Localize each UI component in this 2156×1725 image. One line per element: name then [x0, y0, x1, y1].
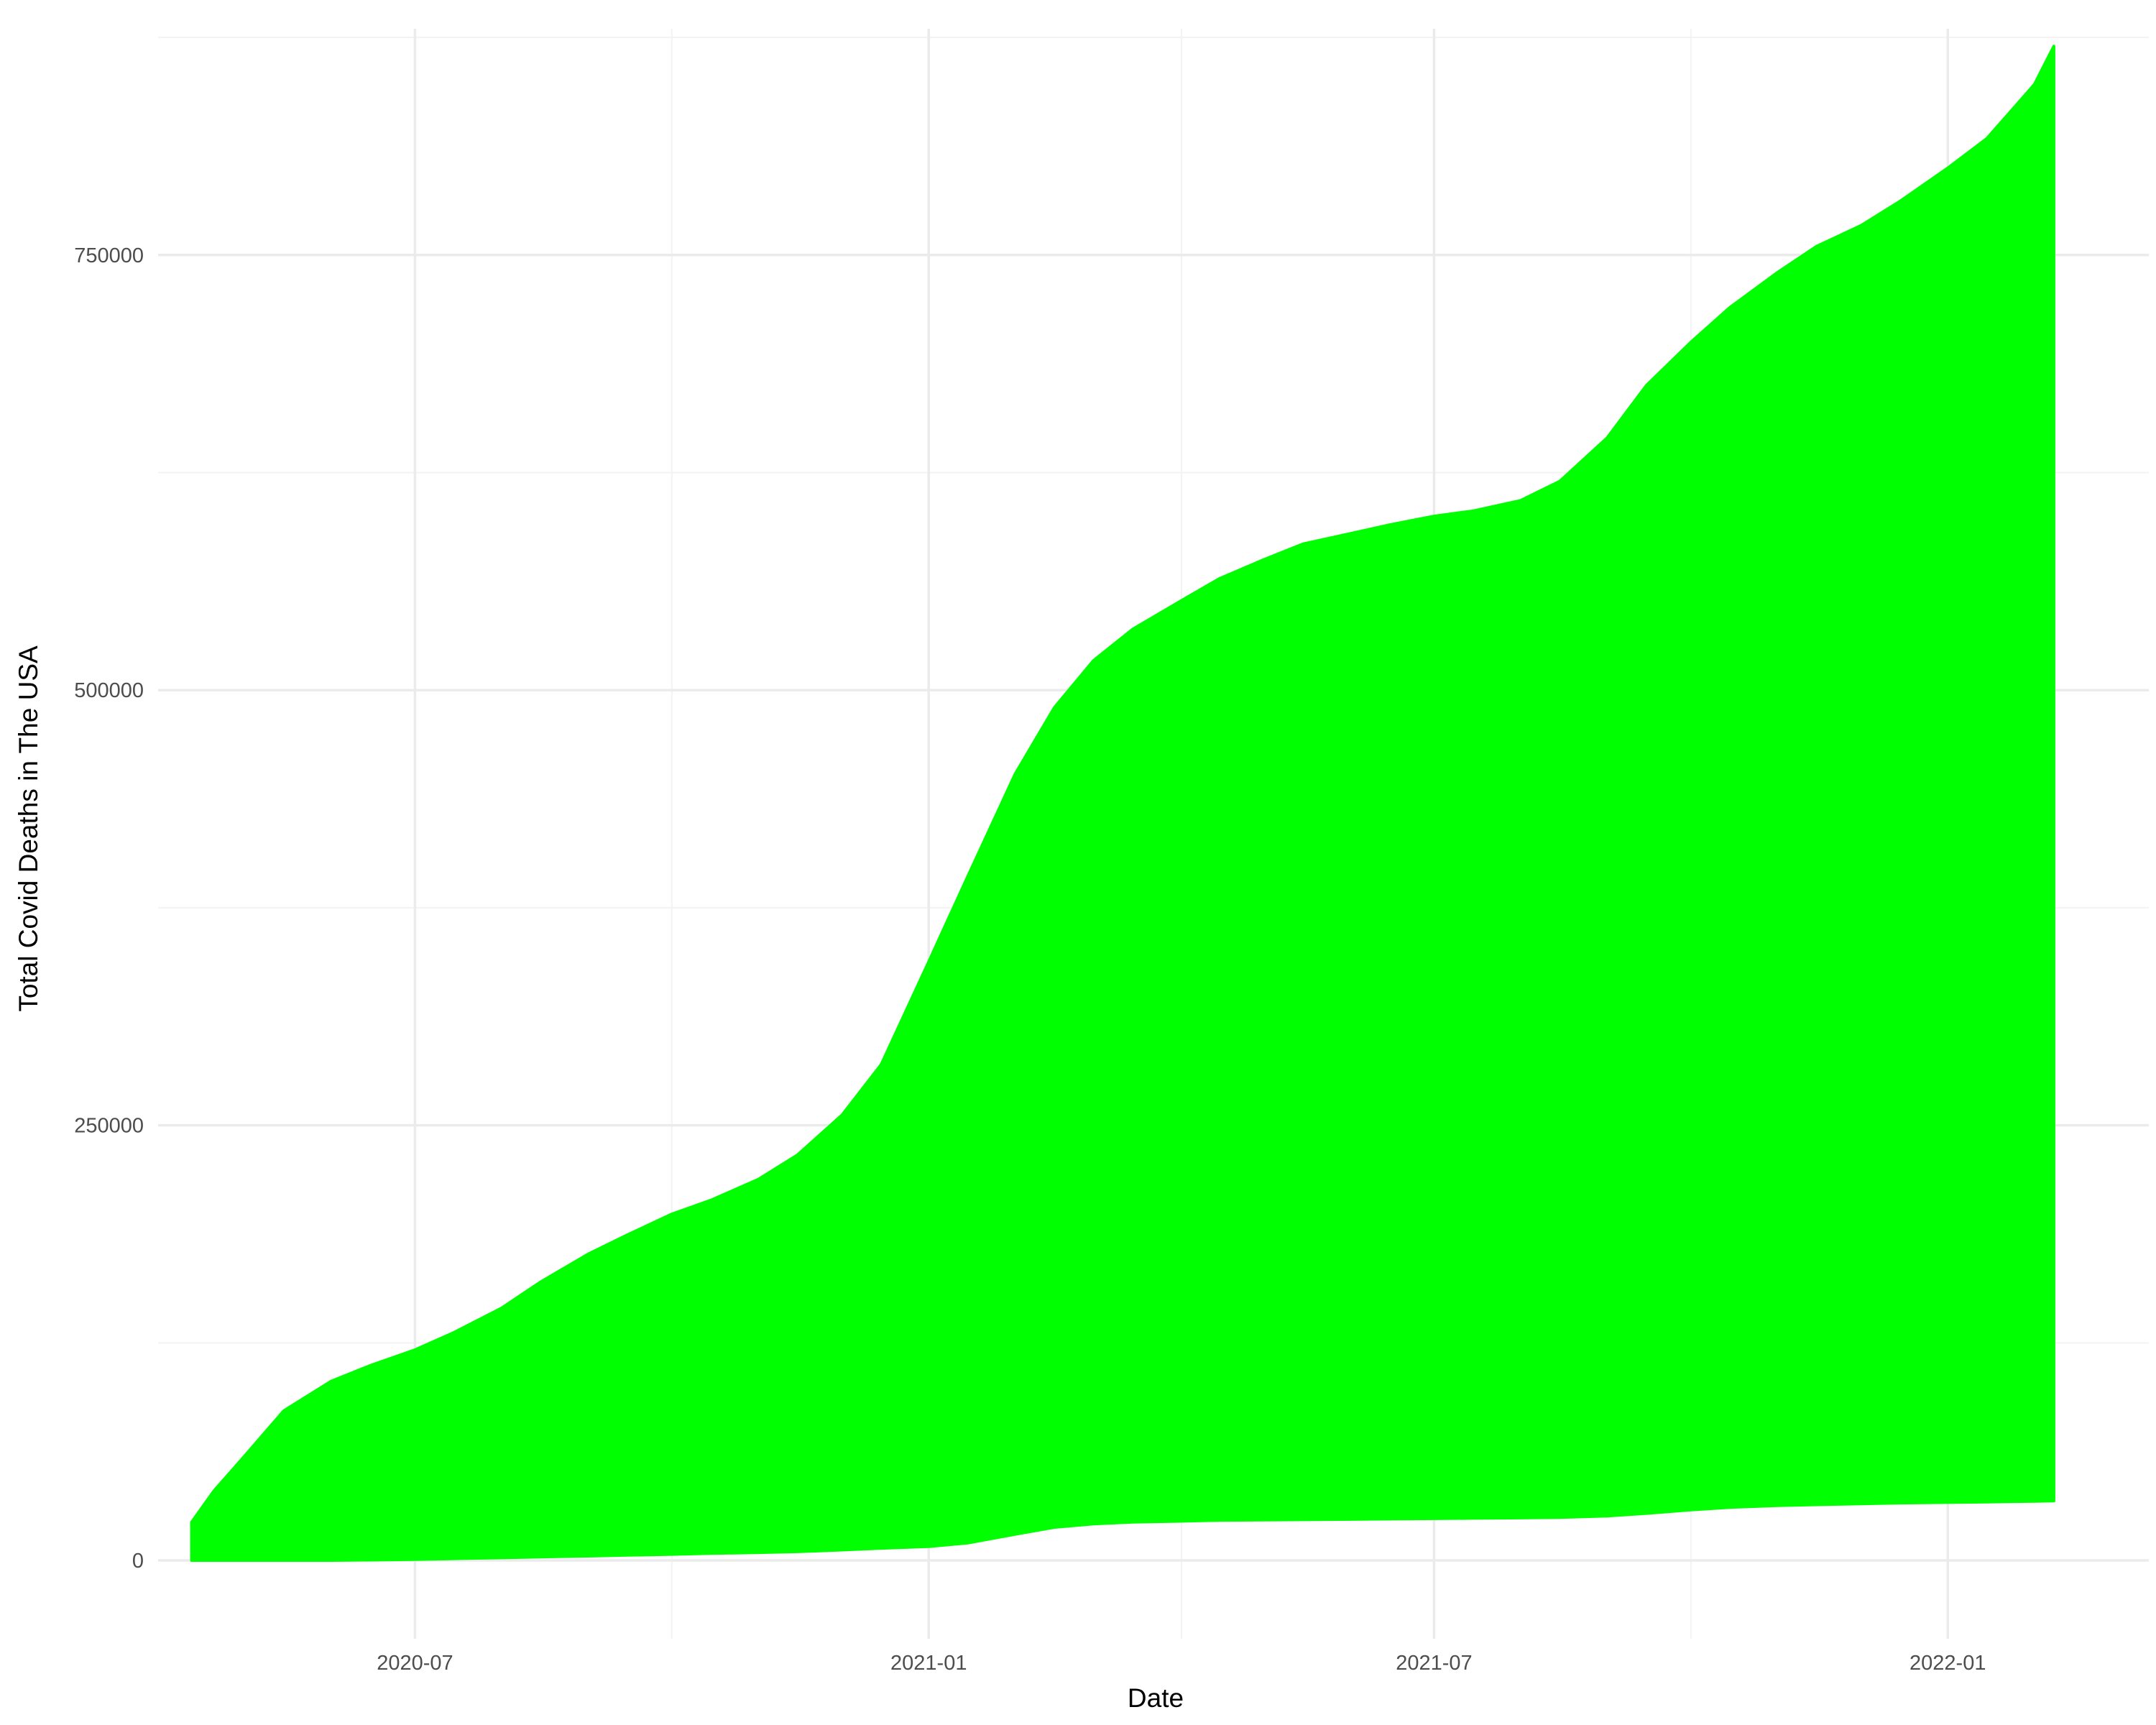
series-layer	[190, 45, 2055, 1562]
y-tick-label: 0	[132, 1550, 144, 1573]
y-tick-label: 750000	[74, 244, 144, 267]
x-tick-label: 2021-07	[1396, 1652, 1472, 1675]
x-axis-title: Date	[1128, 1683, 1184, 1713]
x-tick-label: 2022-01	[1909, 1652, 1986, 1675]
x-tick-labels: 2020-07 2021-01 2021-07 2022-01	[377, 1652, 1986, 1675]
x-tick-label: 2020-07	[377, 1652, 453, 1675]
y-tick-label: 500000	[74, 679, 144, 702]
y-tick-label: 250000	[74, 1115, 144, 1138]
y-tick-labels: 0 250000 500000 750000	[74, 244, 144, 1573]
y-axis-title: Total Covid Deaths in The USA	[14, 645, 43, 1012]
x-tick-label: 2021-01	[890, 1652, 967, 1675]
area-series-0	[190, 45, 2055, 1562]
